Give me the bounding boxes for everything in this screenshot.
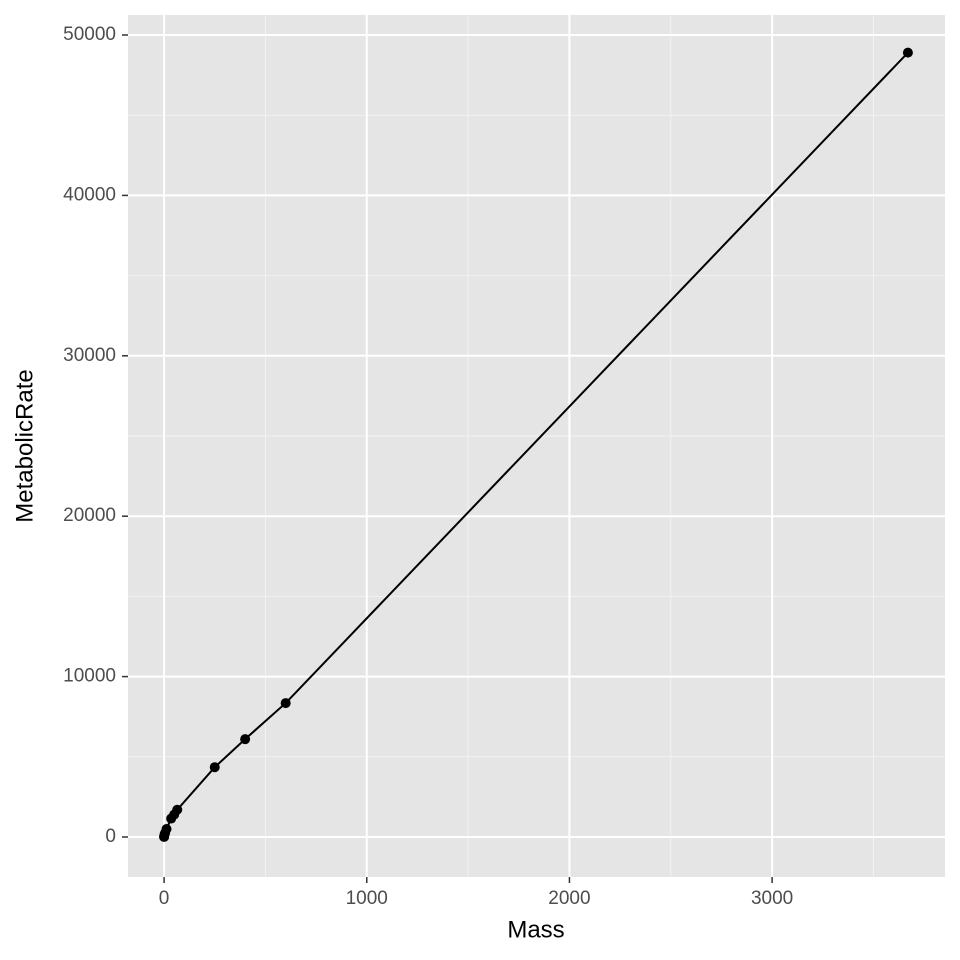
y-axis-title: MetabolicRate xyxy=(11,369,38,522)
point xyxy=(240,734,251,745)
x-tick-label: 3000 xyxy=(751,888,793,909)
y-tick-label: 20000 xyxy=(63,505,116,526)
x-tick-label: 1000 xyxy=(346,888,388,909)
marks xyxy=(159,47,913,842)
y-tick-label: 50000 xyxy=(63,24,116,45)
y-tick-label: 0 xyxy=(105,826,116,847)
point xyxy=(161,823,172,834)
y-tick-label: 30000 xyxy=(63,345,116,366)
x-tick-label: 0 xyxy=(159,888,170,909)
x-axis-title: Mass xyxy=(507,916,564,943)
point xyxy=(172,804,183,815)
y-tick-label: 40000 xyxy=(63,184,116,205)
y-tick-label: 10000 xyxy=(63,666,116,687)
point xyxy=(280,698,291,709)
grid xyxy=(128,15,945,877)
x-tick-label: 2000 xyxy=(548,888,590,909)
plot-panel xyxy=(128,15,945,877)
point xyxy=(902,47,913,58)
point xyxy=(209,762,220,773)
